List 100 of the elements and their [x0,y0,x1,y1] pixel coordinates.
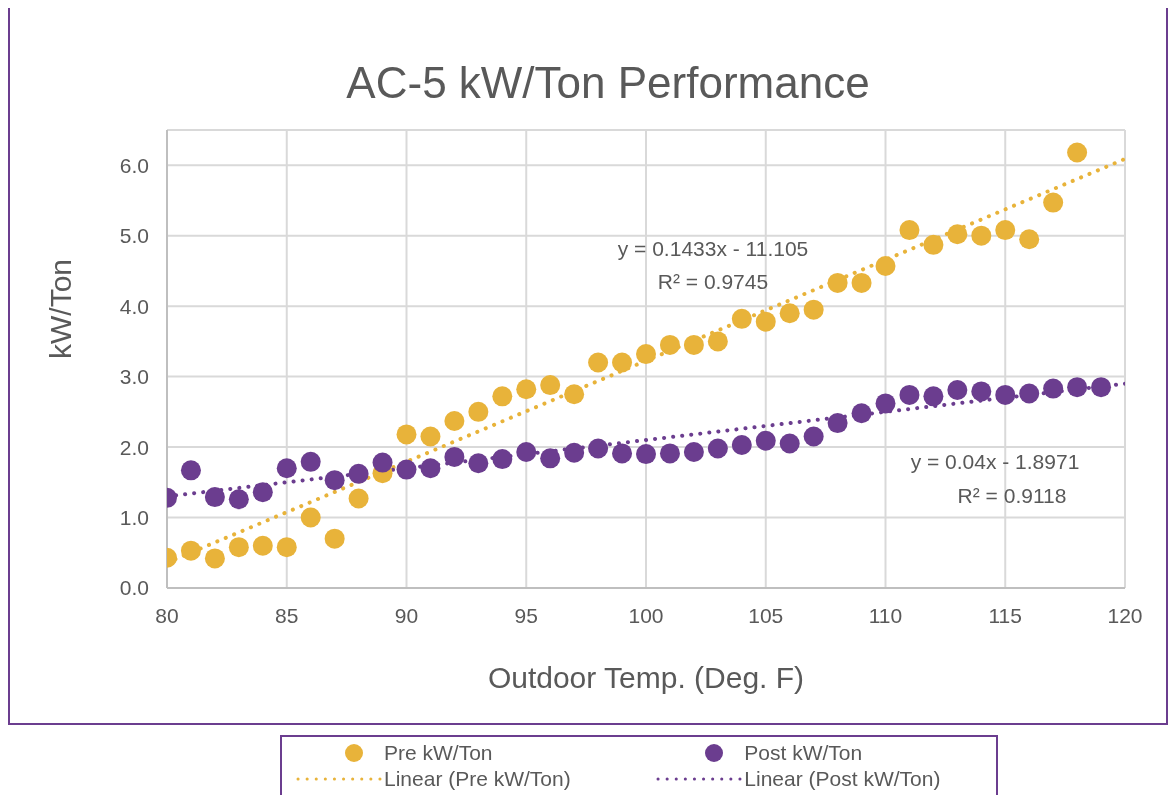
point [588,438,609,459]
annotation: y = 0.1433x - 11.105 [617,236,809,260]
point [755,430,776,451]
annotation: R² = 0.9745 [657,269,769,293]
point [492,449,513,470]
point [300,507,321,528]
y-axis-title: kW/Ton [43,258,77,359]
point [564,442,585,463]
x-tick-label: 95 [514,603,538,627]
point [1043,378,1064,399]
x-tick-label: 80 [155,603,179,627]
point [851,272,872,293]
point [324,528,345,549]
point [875,255,896,276]
point [731,308,752,329]
point [636,344,656,365]
point [947,380,968,400]
annotation: y = 0.04x - 1.8971 [910,449,1080,473]
point [204,487,225,508]
point [707,438,728,459]
x-axis-title: Outdoor Temp. (Deg. F) [487,661,805,694]
point [348,463,369,484]
point [276,537,297,558]
legend-label: Post kW/Ton [744,741,863,765]
point [516,442,537,463]
point [923,234,944,255]
y-tick-label: 4.0 [119,294,149,318]
point [636,444,656,465]
x-tick-label: 85 [275,603,299,627]
point [612,443,633,464]
point [779,303,800,324]
point [348,488,369,509]
point [276,458,297,479]
x-tick-label: 100 [628,603,664,627]
x-tick-label: 115 [988,603,1022,627]
point [444,411,465,432]
point [396,459,417,480]
point [827,272,848,293]
point [420,426,441,447]
point [947,224,968,245]
point [1067,142,1088,163]
point [324,470,345,491]
point [492,386,513,407]
point [995,220,1016,241]
point [803,426,824,447]
point [827,413,848,434]
legend-label: Pre kW/Ton [384,741,493,765]
point [1091,377,1112,398]
point [516,379,537,400]
point [971,225,992,246]
point [779,433,800,454]
x-tick-label: 120 [1107,603,1143,627]
point [204,548,225,569]
legend-label: Linear (Post kW/Ton) [744,767,941,791]
y-tick-label: 0.0 [119,576,149,600]
point [899,220,920,241]
point [612,352,633,373]
point [396,424,417,445]
point [707,331,728,352]
point [300,451,321,472]
point [899,384,920,405]
point [468,453,489,474]
y-tick-label: 2.0 [119,435,149,459]
y-tick-label: 6.0 [119,153,149,177]
point [875,393,896,414]
point [180,540,201,561]
point [540,448,561,469]
point [420,458,441,479]
point [755,311,776,332]
point [228,489,249,510]
point [995,384,1016,405]
point [444,446,465,467]
point [252,535,273,556]
x-tick-label: 90 [394,603,419,627]
legend-label: Linear (Pre kW/Ton) [384,767,571,791]
chart-title: AC-5 kW/Ton Performance [346,58,870,107]
point [588,352,609,373]
point [372,452,393,473]
point [659,443,680,464]
point [971,381,992,402]
point [228,537,249,558]
point [923,386,944,407]
point [851,403,872,424]
point [1043,192,1064,213]
y-tick-label: 5.0 [119,224,149,248]
point [683,334,704,355]
point [1067,377,1088,398]
point [1019,383,1040,404]
point [540,375,561,396]
annotation: R² = 0.9118 [957,483,1067,507]
point [564,384,585,405]
y-tick-label: 1.0 [119,505,149,529]
point [659,334,680,355]
point [252,482,273,503]
x-tick-label: 105 [748,603,784,627]
point [1019,229,1040,250]
point [683,442,704,463]
x-tick-label: 110 [868,603,903,627]
point [803,299,824,320]
point [180,460,201,481]
